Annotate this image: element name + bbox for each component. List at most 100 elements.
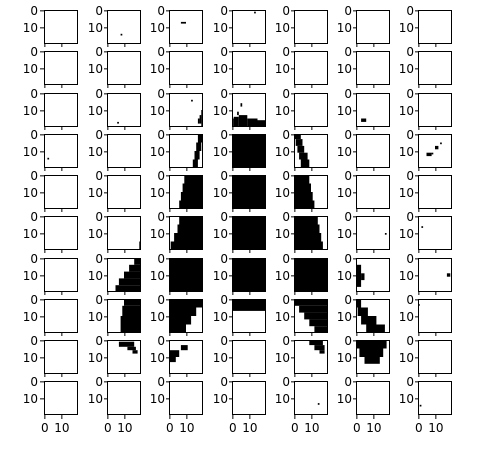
y-tick-label: 0 bbox=[220, 334, 228, 348]
subplot-frame bbox=[107, 216, 141, 250]
subplot-frame bbox=[107, 340, 141, 374]
y-tick-label: 10 bbox=[23, 227, 38, 241]
subplot-frame bbox=[232, 299, 266, 333]
pixel-block bbox=[118, 341, 135, 347]
x-tick-label: 0 bbox=[291, 421, 299, 435]
y-tick-label: 0 bbox=[406, 45, 414, 59]
subplot-background bbox=[107, 175, 141, 209]
y-tick-label: 10 bbox=[275, 392, 290, 406]
y-tick-label: 10 bbox=[88, 62, 103, 76]
y-tick-label: 10 bbox=[399, 62, 414, 76]
subplot-1-2: 010 bbox=[150, 45, 203, 88]
subplot-background bbox=[107, 381, 141, 415]
subplot-0-2: 010 bbox=[150, 4, 203, 47]
subplot-9-1: 0 10 0 10 bbox=[88, 375, 141, 435]
y-tick-label: 10 bbox=[150, 351, 165, 365]
subplot-frame bbox=[44, 10, 78, 44]
subplot-3-6: 010 bbox=[399, 128, 452, 171]
y-tick-label: 10 bbox=[88, 310, 103, 324]
y-tick-label: 10 bbox=[337, 351, 352, 365]
y-tick-label: 10 bbox=[275, 227, 290, 241]
subplot-3-5: 010 bbox=[337, 128, 390, 171]
pixel-block bbox=[233, 116, 239, 127]
y-tick-label: 0 bbox=[157, 210, 165, 224]
subplot-background bbox=[294, 10, 328, 44]
pixel-block bbox=[117, 121, 119, 124]
subplot-frame bbox=[418, 93, 452, 127]
subplot-background bbox=[418, 258, 452, 292]
y-tick-label: 0 bbox=[282, 128, 290, 142]
pixel-block bbox=[180, 21, 186, 24]
pixel-block bbox=[294, 224, 320, 233]
subplot-2-5: 010 bbox=[337, 87, 390, 130]
subplot-frame bbox=[169, 10, 203, 44]
y-tick-label: 0 bbox=[282, 4, 290, 18]
subplot-frame bbox=[169, 175, 203, 209]
subplot-background bbox=[169, 10, 203, 44]
subplot-frame bbox=[169, 93, 203, 127]
subplot-2-4: 010 bbox=[275, 87, 328, 130]
subplot-frame bbox=[232, 175, 266, 209]
y-tick-label: 10 bbox=[88, 269, 103, 283]
pixel-block bbox=[180, 192, 203, 201]
pixel-block bbox=[356, 299, 362, 308]
y-tick-label: 0 bbox=[220, 252, 228, 266]
subplot-frame bbox=[107, 10, 141, 44]
y-tick-label: 0 bbox=[406, 4, 414, 18]
y-tick-label: 0 bbox=[30, 375, 38, 389]
subplot-8-2: 010 bbox=[150, 334, 203, 377]
y-tick-label: 0 bbox=[157, 128, 165, 142]
y-tick-label: 0 bbox=[30, 334, 38, 348]
y-tick-label: 10 bbox=[88, 186, 103, 200]
subplot-background bbox=[232, 381, 266, 415]
subplot-1-6: 010 bbox=[399, 45, 452, 88]
y-tick-label: 0 bbox=[95, 252, 103, 266]
y-tick-label: 0 bbox=[406, 169, 414, 183]
y-tick-label: 0 bbox=[406, 87, 414, 101]
subplot-frame bbox=[418, 258, 452, 292]
y-tick-label: 10 bbox=[88, 351, 103, 365]
subplot-frame bbox=[232, 51, 266, 85]
subplot-background bbox=[44, 51, 78, 85]
subplot-background bbox=[418, 10, 452, 44]
subplot-frame bbox=[418, 134, 452, 168]
subplot-4-4: 010 bbox=[275, 169, 328, 212]
subplot-frame bbox=[294, 51, 328, 85]
subplot-frame bbox=[418, 381, 452, 415]
subplot-frame bbox=[418, 299, 452, 333]
pixel-block bbox=[180, 345, 188, 351]
subplot-frame bbox=[44, 258, 78, 292]
subplot-8-6: 010 bbox=[399, 334, 452, 377]
subplot-frame bbox=[232, 258, 266, 292]
y-tick-label: 0 bbox=[157, 293, 165, 307]
subplot-0-0: 010 bbox=[23, 4, 78, 47]
y-tick-label: 0 bbox=[95, 45, 103, 59]
y-tick-label: 10 bbox=[150, 145, 165, 159]
subplot-frame bbox=[44, 216, 78, 250]
subplot-frame bbox=[294, 299, 328, 333]
subplot-7-0: 010 bbox=[23, 293, 78, 336]
subplot-4-0: 010 bbox=[23, 169, 78, 212]
pixel-block bbox=[309, 319, 328, 327]
y-tick-label: 0 bbox=[30, 128, 38, 142]
subplot-frame bbox=[418, 175, 452, 209]
subplot-4-6: 010 bbox=[399, 169, 452, 212]
subplot-background bbox=[44, 258, 78, 292]
y-tick-label: 10 bbox=[399, 104, 414, 118]
pixel-block bbox=[384, 233, 387, 235]
subplot-background bbox=[44, 381, 78, 415]
x-tick-label: 10 bbox=[117, 421, 132, 435]
subplot-9-3: 0 10 0 10 bbox=[213, 375, 266, 435]
x-tick-label: 10 bbox=[179, 421, 194, 435]
subplot-frame bbox=[232, 381, 266, 415]
y-tick-label: 10 bbox=[213, 227, 228, 241]
y-tick-label: 10 bbox=[23, 351, 38, 365]
subplot-frame bbox=[232, 10, 266, 44]
x-tick-label: 0 bbox=[166, 421, 174, 435]
y-tick-label: 0 bbox=[157, 252, 165, 266]
y-tick-label: 0 bbox=[282, 87, 290, 101]
subplot-5-5: 010 bbox=[337, 210, 390, 253]
pixel-block bbox=[129, 264, 141, 272]
y-tick-label: 10 bbox=[337, 392, 352, 406]
subplot-frame bbox=[418, 216, 452, 250]
